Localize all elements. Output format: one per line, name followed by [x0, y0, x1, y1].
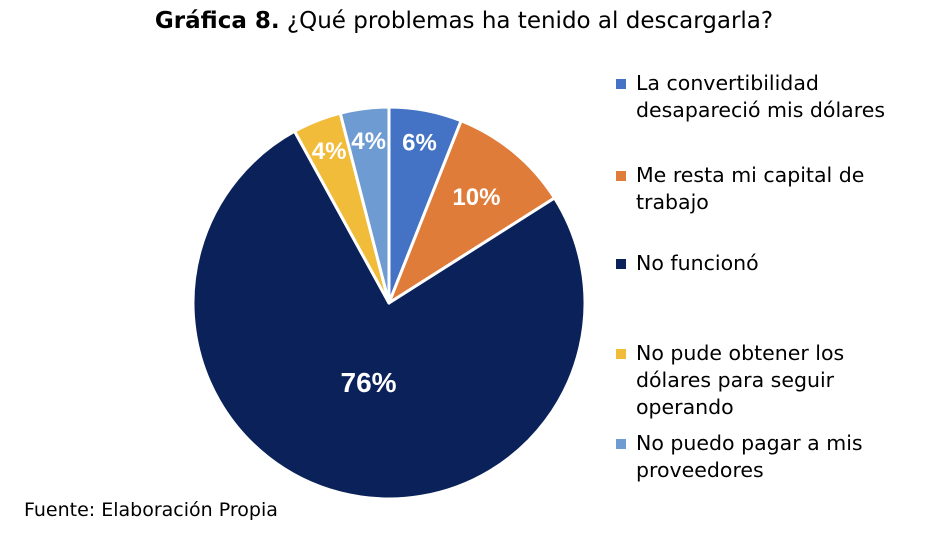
legend-item-3: No funcionó [616, 250, 916, 277]
chart-source: Fuente: Elaboración Propia [24, 499, 278, 521]
legend-label-1: La convertibilidad desapareció mis dólar… [636, 71, 886, 122]
pie-slices [191, 105, 587, 501]
legend-item-2: Me resta mi capital de trabajo [616, 162, 916, 216]
pie-slice-label-5: 4% [351, 128, 386, 155]
pie-slice-labels: 6% 10% 76% 4% 4% [312, 128, 501, 398]
legend-item-4: No pude obtener los dólares para seguir … [616, 340, 916, 421]
legend-item-5: No puedo pagar a mis proveedores [616, 430, 916, 484]
legend-label-4: No pude obtener los dólares para seguir … [636, 341, 845, 419]
chart-title: Gráfica 8. ¿Qué problemas ha tenido al d… [0, 6, 928, 36]
legend-swatch-4 [616, 349, 626, 359]
pie-slice-5 [338, 105, 391, 305]
pie-slice-label-4: 4% [312, 138, 347, 165]
pie-slice-2 [387, 119, 556, 305]
legend-item-1: La convertibilidad desapareció mis dólar… [616, 70, 916, 124]
legend-swatch-5 [616, 439, 626, 449]
chart-title-prefix: Gráfica 8. [154, 8, 280, 34]
pie-slice-label-2: 10% [452, 184, 500, 211]
pie-slice-3 [191, 129, 587, 501]
legend-swatch-1 [616, 79, 626, 89]
pie-slice-label-3: 76% [341, 367, 397, 398]
pie-slice-label-1: 6% [402, 130, 437, 157]
legend-label-5: No puedo pagar a mis proveedores [636, 431, 863, 482]
legend-swatch-2 [616, 171, 626, 181]
legend-label-3: No funcionó [636, 251, 759, 275]
legend-swatch-3 [616, 259, 626, 269]
chart-title-text: ¿Qué problemas ha tenido al descargarla? [286, 8, 774, 34]
legend-label-2: Me resta mi capital de trabajo [636, 163, 865, 214]
